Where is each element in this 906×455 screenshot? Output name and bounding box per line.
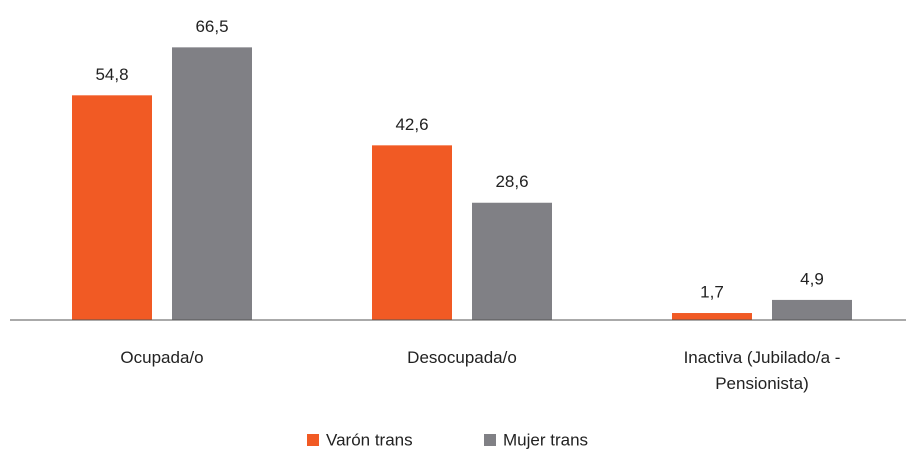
bar (472, 202, 552, 320)
value-label: 66,5 (195, 17, 228, 36)
bar (672, 313, 752, 320)
bar (72, 95, 152, 320)
legend-swatch (484, 434, 496, 446)
bar (772, 299, 852, 320)
value-label: 54,8 (95, 65, 128, 84)
x-tick-label: Ocupada/o (120, 348, 204, 367)
value-label: 4,9 (800, 269, 824, 288)
bar (372, 145, 452, 320)
legend-label: Mujer trans (503, 430, 588, 449)
value-label: 1,7 (700, 283, 724, 302)
legend-swatch (307, 434, 319, 446)
value-label: 42,6 (395, 115, 428, 134)
x-tick-label: Inactiva (Jubilado/a - Pensionista) (683, 348, 841, 393)
legend-label: Varón trans (326, 430, 413, 449)
x-tick-label: Desocupada/o (407, 348, 517, 367)
bar (172, 47, 252, 320)
value-label: 28,6 (495, 172, 528, 191)
